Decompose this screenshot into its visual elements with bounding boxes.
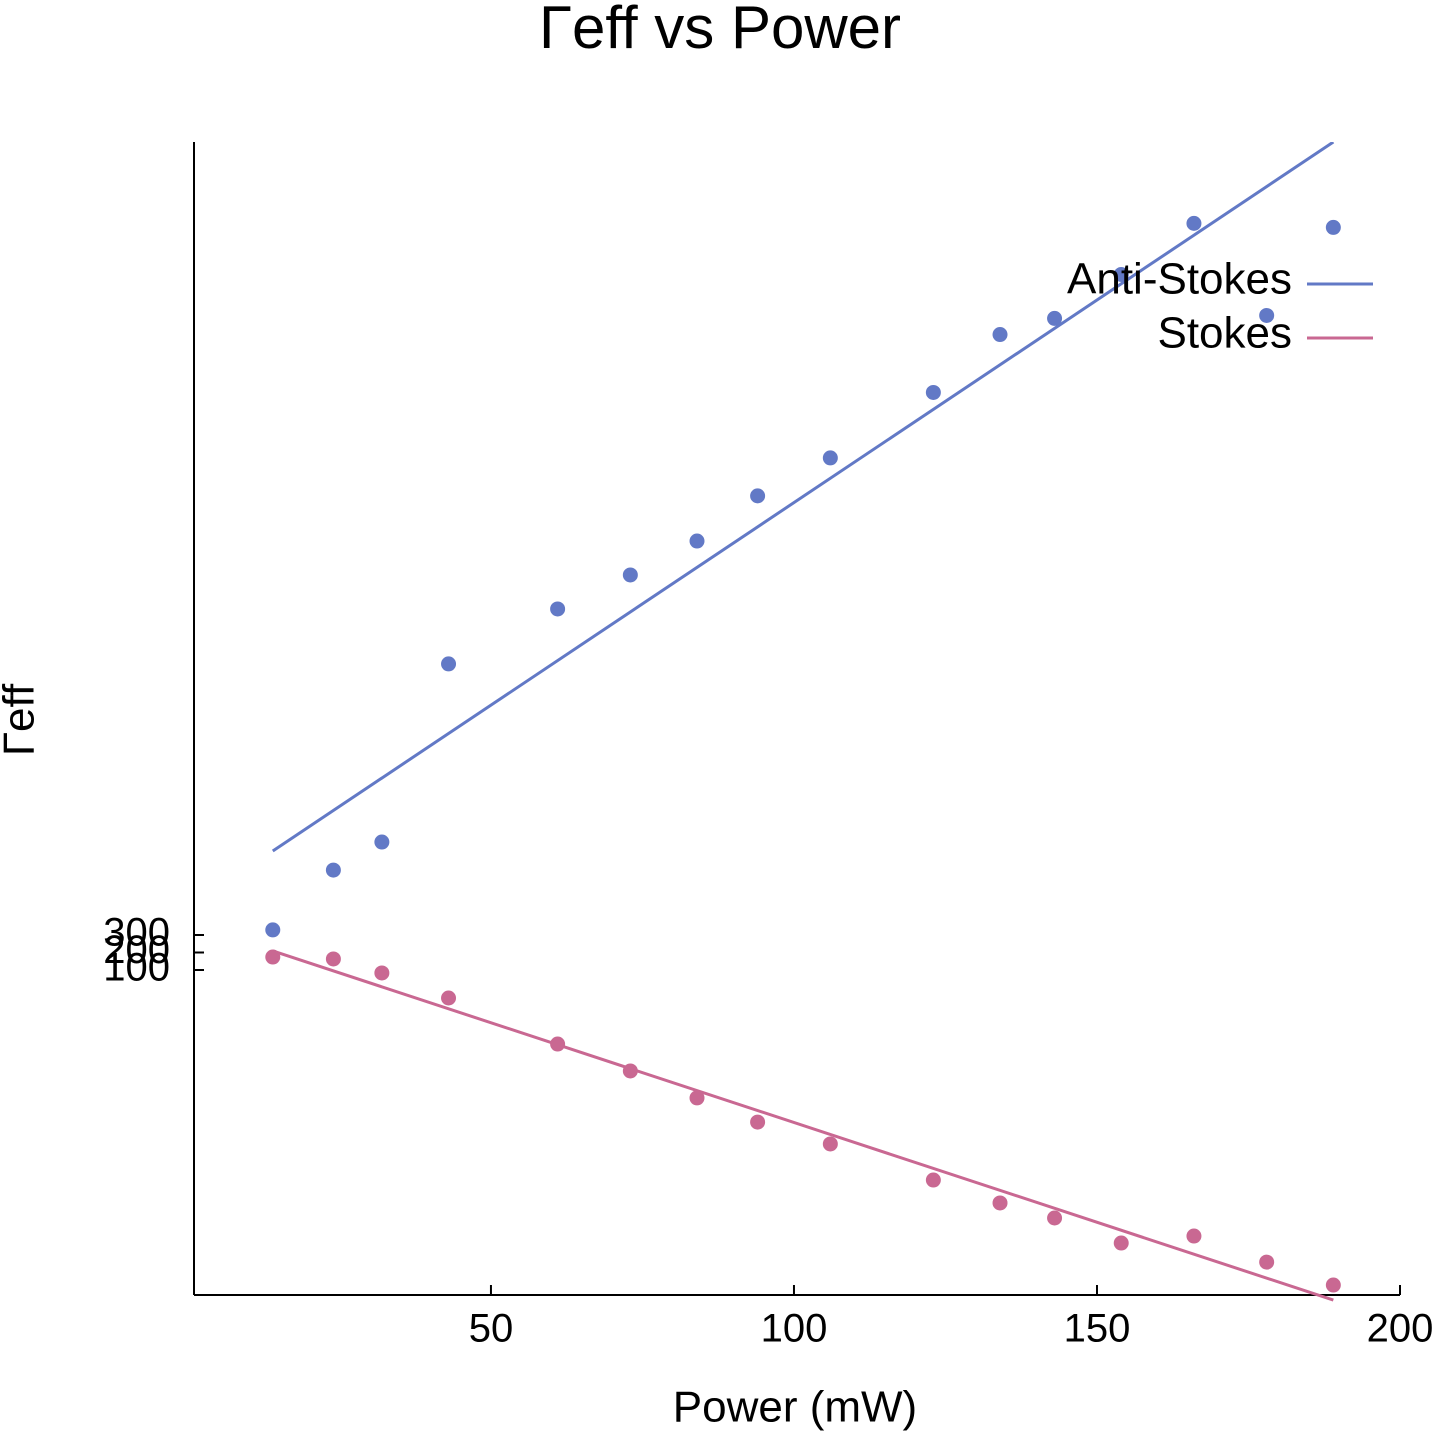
data-point: [441, 656, 457, 672]
fit-line: [272, 949, 1334, 1302]
data-point: [992, 1195, 1008, 1211]
y-axis-label: Γeff: [0, 683, 44, 756]
data-point: [1113, 1235, 1129, 1251]
data-point: [1186, 1228, 1202, 1244]
y-tick-label: 100: [103, 946, 170, 990]
y-tick-label: 200: [103, 928, 170, 972]
x-tick-label: 100: [761, 1307, 828, 1351]
data-point: [925, 1172, 941, 1188]
y-tick-label: 300: [103, 911, 170, 955]
data-point: [992, 327, 1008, 343]
data-point: [622, 1063, 638, 1079]
data-point: [822, 1136, 838, 1152]
fit-line: [271, 142, 1335, 853]
x-tick-label: 200: [1367, 1307, 1434, 1351]
data-point: [1325, 1277, 1341, 1293]
data-point: [441, 990, 457, 1006]
data-point: [689, 533, 705, 549]
data-point: [750, 1114, 766, 1130]
data-point: [822, 450, 838, 466]
data-point: [1047, 1210, 1063, 1226]
plot-area: [265, 142, 1341, 1302]
data-point: [374, 834, 390, 850]
data-point: [1047, 310, 1063, 326]
data-point: [550, 1036, 566, 1052]
data-point: [750, 488, 766, 504]
data-point: [925, 384, 941, 400]
data-point: [325, 951, 341, 967]
chart-title: Γeff vs Power: [539, 0, 901, 61]
data-point: [1259, 1254, 1275, 1270]
legend-label: Anti-Stokes: [1067, 255, 1292, 304]
data-point: [689, 1090, 705, 1106]
legend-label: Stokes: [1157, 309, 1292, 358]
data-point: [1186, 215, 1202, 231]
data-point: [374, 965, 390, 981]
data-point: [265, 949, 281, 965]
data-point: [550, 601, 566, 617]
data-point: [265, 922, 281, 938]
data-point: [1113, 266, 1129, 282]
data-point: [1259, 307, 1275, 323]
x-tick-label: 50: [469, 1307, 514, 1351]
x-tick-label: 150: [1064, 1307, 1131, 1351]
data-point: [622, 567, 638, 583]
x-axis-label: Power (mW): [673, 1383, 917, 1432]
data-point: [1325, 219, 1341, 235]
data-point: [325, 862, 341, 878]
